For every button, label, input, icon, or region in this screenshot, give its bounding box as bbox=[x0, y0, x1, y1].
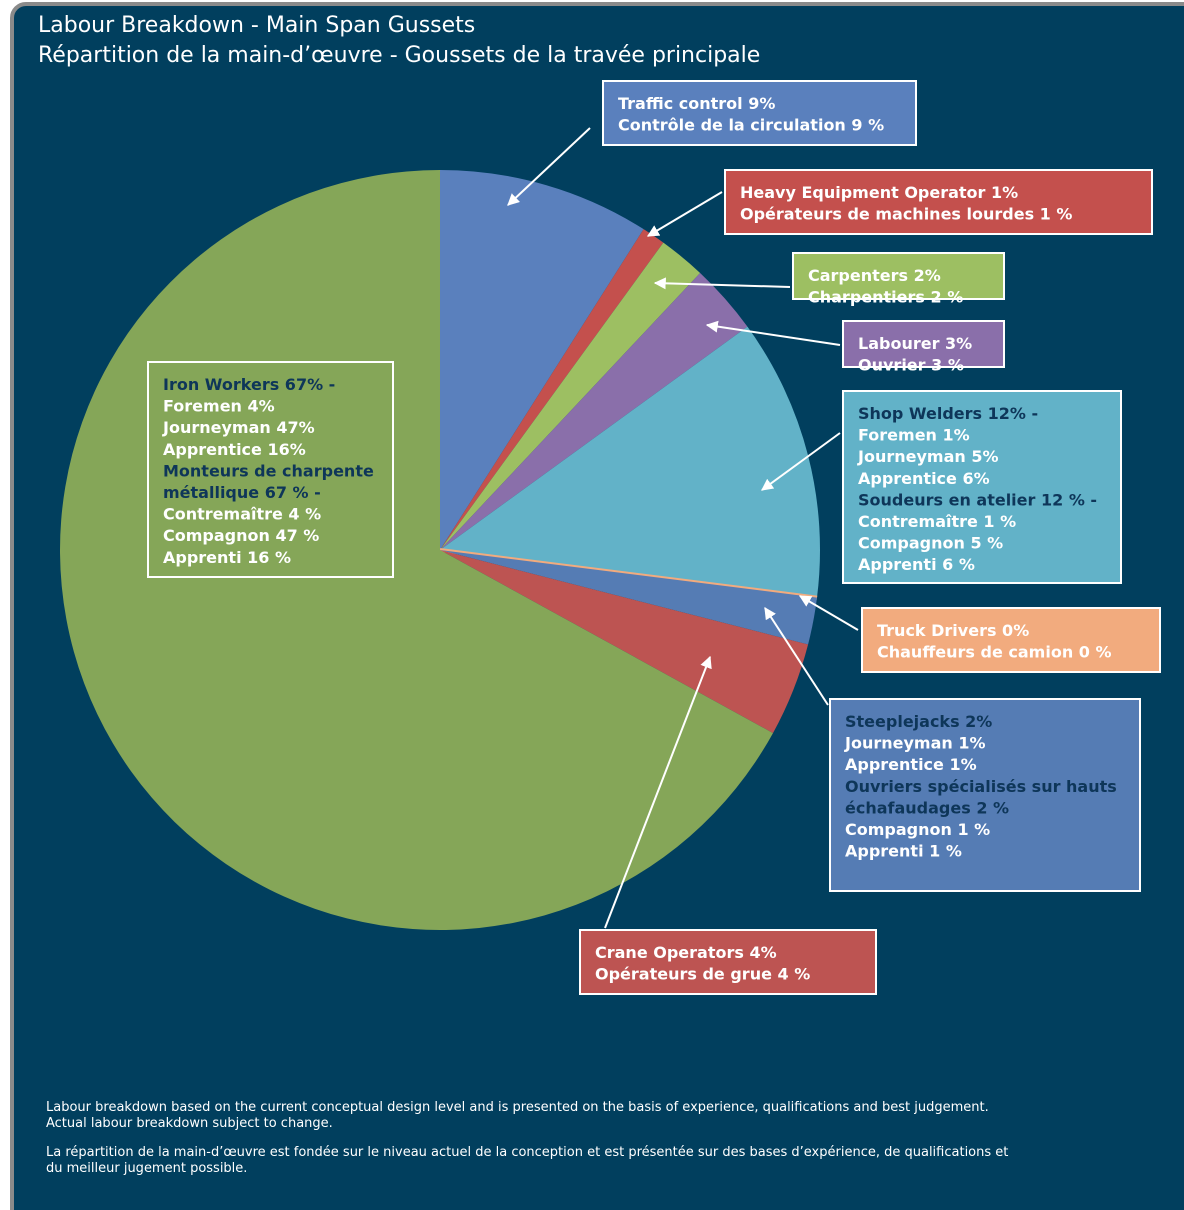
label-box bbox=[842, 320, 1005, 368]
leader-arrow bbox=[507, 127, 591, 206]
label-line: métallique 67 % - bbox=[163, 483, 321, 502]
label-box bbox=[829, 698, 1141, 892]
label-line: Apprentice 1% bbox=[845, 755, 977, 774]
label-line: Iron Workers 67% - bbox=[163, 375, 335, 394]
label-line: Ouvriers spécialisés sur hauts bbox=[845, 777, 1117, 796]
label-line: Journeyman 5% bbox=[857, 447, 999, 466]
label-line: Apprentice 6% bbox=[858, 469, 990, 488]
label-line: Foremen 1% bbox=[858, 426, 970, 445]
label-line: Labourer 3% bbox=[858, 334, 972, 353]
label-line: Apprenti 1 % bbox=[845, 842, 962, 861]
label-line: Truck Drivers 0% bbox=[877, 621, 1029, 640]
label-line: Compagnon 1 % bbox=[845, 820, 990, 839]
label-line: Contremaître 4 % bbox=[163, 505, 321, 524]
label-box bbox=[579, 929, 877, 995]
pie-slice bbox=[440, 550, 809, 734]
footnote: du meilleur jugement possible. bbox=[46, 1161, 247, 1176]
label-line: Opérateurs de machines lourdes 1 % bbox=[740, 205, 1072, 224]
label-box bbox=[724, 169, 1153, 235]
label-line: Compagnon 5 % bbox=[858, 534, 1003, 553]
leader-arrow bbox=[761, 432, 841, 491]
label-line: Monteurs de charpente bbox=[163, 461, 374, 480]
label-line: Apprenti 16 % bbox=[163, 548, 291, 567]
label-line: Contremaître 1 % bbox=[858, 512, 1016, 531]
pie-slice bbox=[440, 272, 748, 550]
label-box bbox=[792, 252, 1005, 300]
footnote: La répartition de la main-d’œuvre est fo… bbox=[46, 1145, 1008, 1160]
label-line: Journeyman 1% bbox=[844, 734, 986, 753]
label-line: Compagnon 47 % bbox=[163, 526, 319, 545]
pie-slice bbox=[440, 326, 820, 598]
label-line: Ouvrier 3 % bbox=[858, 356, 964, 375]
leader-arrow bbox=[653, 277, 791, 290]
label-line: Crane Operators 4% bbox=[595, 943, 777, 962]
label-line: Apprentice 16% bbox=[163, 440, 306, 459]
leader-arrow bbox=[705, 320, 841, 346]
title: Labour Breakdown - Main Span Gussets bbox=[38, 13, 475, 38]
footnote: Labour breakdown based on the current co… bbox=[46, 1100, 989, 1115]
label-box bbox=[861, 607, 1161, 673]
leader-arrow bbox=[798, 595, 859, 631]
footnote: Actual labour breakdown subject to chang… bbox=[46, 1116, 333, 1131]
label-line: Traffic control 9% bbox=[618, 94, 775, 113]
pie-slice bbox=[440, 550, 818, 645]
label-line: Shop Welders 12% - bbox=[858, 404, 1038, 423]
label-line: Soudeurs en atelier 12 % - bbox=[858, 490, 1097, 509]
label-line: Charpentiers 2 % bbox=[808, 288, 963, 307]
label-box bbox=[602, 80, 917, 146]
label-line: Foremen 4% bbox=[163, 397, 275, 416]
label-line: Journeyman 47% bbox=[162, 418, 315, 437]
label-line: Apprenti 6 % bbox=[858, 555, 975, 574]
leader-arrow bbox=[646, 191, 723, 237]
pie-slice bbox=[60, 169, 773, 930]
label-line: Opérateurs de grue 4 % bbox=[595, 965, 810, 984]
label-line: Heavy Equipment Operator 1% bbox=[740, 183, 1018, 202]
leader-arrow bbox=[604, 655, 712, 929]
label-line: Steeplejacks 2% bbox=[845, 712, 992, 731]
pie-slice bbox=[440, 242, 701, 550]
label-box bbox=[147, 361, 394, 578]
pie-slice bbox=[440, 229, 664, 550]
title: Répartition de la main-d’œuvre - Gousset… bbox=[38, 43, 760, 68]
label-line: échafaudages 2 % bbox=[845, 798, 1009, 817]
label-box bbox=[842, 390, 1122, 584]
pie-slice bbox=[440, 170, 644, 550]
leader-arrow bbox=[764, 606, 829, 706]
label-line: Chauffeurs de camion 0 % bbox=[877, 643, 1112, 662]
label-line: Carpenters 2% bbox=[808, 266, 941, 285]
label-line: Contrôle de la circulation 9 % bbox=[618, 116, 884, 135]
